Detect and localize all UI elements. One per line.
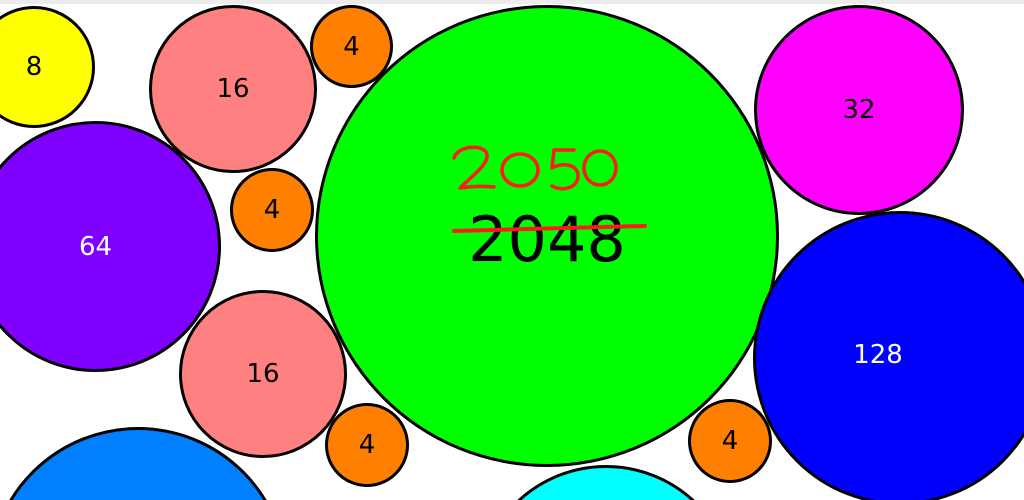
ball-128[interactable]: 128 [753,211,1024,500]
ball-value: 128 [853,340,903,370]
ball-value: 8 [25,52,43,82]
ball-value: 16 [246,359,280,389]
ball-2048[interactable]: 2048 [315,5,779,467]
ball-value: 32 [842,95,876,125]
ball-32[interactable]: 32 [754,5,964,215]
ball-8[interactable]: 8 [0,6,95,128]
ball-4[interactable]: 4 [325,403,409,487]
ball-16[interactable]: 16 [179,290,347,458]
top-bar [0,0,1024,4]
ball-value: 4 [721,426,739,456]
ball-16[interactable]: 16 [149,5,317,173]
ball-4[interactable]: 4 [230,168,314,252]
ball-value: 4 [358,430,376,460]
handwritten-annotation-icon [452,145,618,191]
ball-value: 64 [78,231,113,262]
ball-value: 4 [343,31,360,62]
ball-value: 2048 [468,202,626,276]
ball-value: 4 [263,195,281,225]
ball-4[interactable]: 4 [688,399,772,483]
ball-partial-bottom-center[interactable] [476,465,736,500]
ball-4[interactable]: 4 [310,5,393,88]
ball-value: 16 [216,74,250,104]
